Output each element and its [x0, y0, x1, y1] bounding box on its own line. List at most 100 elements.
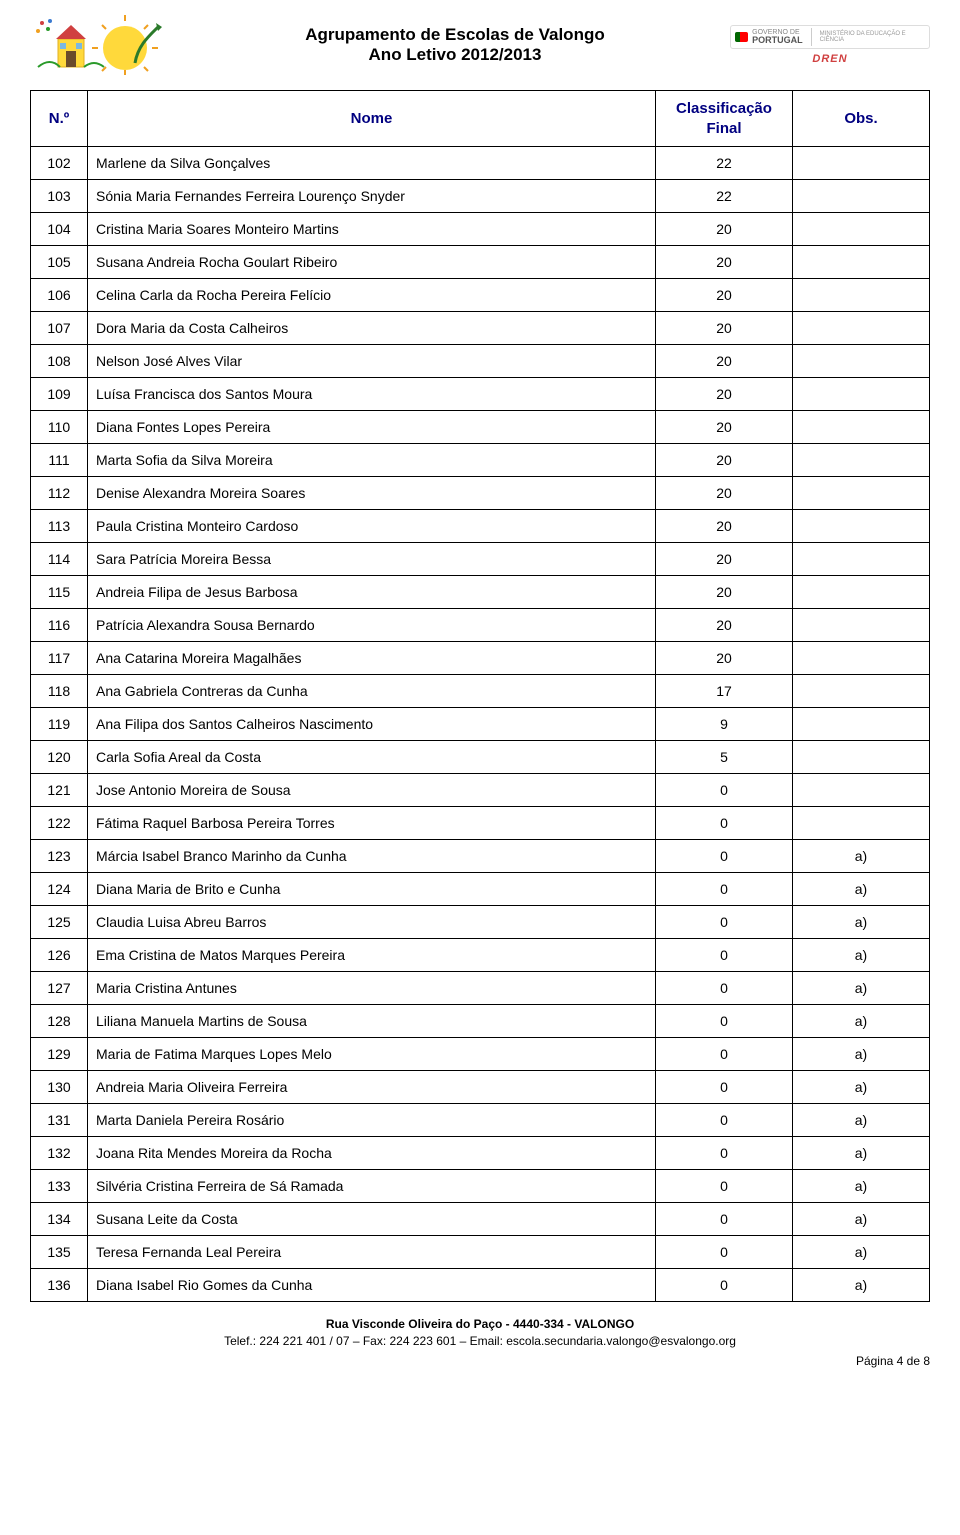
cell-score: 20: [656, 213, 793, 246]
cell-obs: [793, 708, 930, 741]
cell-nome: Liliana Manuela Martins de Sousa: [88, 1005, 656, 1038]
cell-obs: a): [793, 1071, 930, 1104]
cell-obs: [793, 345, 930, 378]
cell-score: 0: [656, 1071, 793, 1104]
cell-num: 136: [31, 1269, 88, 1302]
cell-obs: a): [793, 873, 930, 906]
cell-obs: [793, 807, 930, 840]
cell-obs: [793, 279, 930, 312]
cell-nome: Jose Antonio Moreira de Sousa: [88, 774, 656, 807]
table-row: 126Ema Cristina de Matos Marques Pereira…: [31, 939, 930, 972]
cell-nome: Ema Cristina de Matos Marques Pereira: [88, 939, 656, 972]
cell-nome: Cristina Maria Soares Monteiro Martins: [88, 213, 656, 246]
table-row: 121Jose Antonio Moreira de Sousa0: [31, 774, 930, 807]
cell-nome: Silvéria Cristina Ferreira de Sá Ramada: [88, 1170, 656, 1203]
cell-num: 111: [31, 444, 88, 477]
cell-obs: a): [793, 906, 930, 939]
cell-score: 0: [656, 1005, 793, 1038]
table-row: 125Claudia Luisa Abreu Barros0a): [31, 906, 930, 939]
table-row: 109Luísa Francisca dos Santos Moura20: [31, 378, 930, 411]
cell-score: 0: [656, 1038, 793, 1071]
government-logo-icon: GOVERNO DE PORTUGAL MINISTÉRIO DA EDUCAÇ…: [730, 18, 930, 73]
cell-nome: Ana Gabriela Contreras da Cunha: [88, 675, 656, 708]
table-row: 112Denise Alexandra Moreira Soares20: [31, 477, 930, 510]
cell-score: 22: [656, 180, 793, 213]
cell-score: 0: [656, 939, 793, 972]
cell-nome: Marta Sofia da Silva Moreira: [88, 444, 656, 477]
cell-num: 121: [31, 774, 88, 807]
cell-nome: Claudia Luisa Abreu Barros: [88, 906, 656, 939]
cell-score: 20: [656, 543, 793, 576]
cell-num: 106: [31, 279, 88, 312]
cell-obs: a): [793, 1203, 930, 1236]
flag-icon: [735, 32, 748, 42]
footer-contact: Telef.: 224 221 401 / 07 – Fax: 224 223 …: [30, 1333, 930, 1350]
cell-nome: Diana Maria de Brito e Cunha: [88, 873, 656, 906]
cell-nome: Márcia Isabel Branco Marinho da Cunha: [88, 840, 656, 873]
cell-nome: Carla Sofia Areal da Costa: [88, 741, 656, 774]
table-row: 115Andreia Filipa de Jesus Barbosa20: [31, 576, 930, 609]
footer-address: Rua Visconde Oliveira do Paço - 4440-334…: [30, 1316, 930, 1333]
cell-nome: Ana Filipa dos Santos Calheiros Nascimen…: [88, 708, 656, 741]
cell-score: 20: [656, 477, 793, 510]
cell-nome: Sónia Maria Fernandes Ferreira Lourenço …: [88, 180, 656, 213]
cell-nome: Fátima Raquel Barbosa Pereira Torres: [88, 807, 656, 840]
cell-score: 0: [656, 1203, 793, 1236]
cell-num: 108: [31, 345, 88, 378]
table-row: 127Maria Cristina Antunes0a): [31, 972, 930, 1005]
cell-nome: Maria Cristina Antunes: [88, 972, 656, 1005]
table-row: 120Carla Sofia Areal da Costa5: [31, 741, 930, 774]
cell-obs: [793, 576, 930, 609]
table-row: 135Teresa Fernanda Leal Pereira0a): [31, 1236, 930, 1269]
cell-num: 126: [31, 939, 88, 972]
table-row: 122Fátima Raquel Barbosa Pereira Torres0: [31, 807, 930, 840]
cell-num: 116: [31, 609, 88, 642]
col-header-score: Classificação Final: [656, 91, 793, 147]
govt-label-main: PORTUGAL: [752, 36, 803, 45]
results-table: N.º Nome Classificação Final Obs. 102Mar…: [30, 90, 930, 1302]
table-row: 107Dora Maria da Costa Calheiros20: [31, 312, 930, 345]
cell-num: 129: [31, 1038, 88, 1071]
cell-nome: Susana Leite da Costa: [88, 1203, 656, 1236]
cell-nome: Marta Daniela Pereira Rosário: [88, 1104, 656, 1137]
cell-score: 0: [656, 807, 793, 840]
table-row: 111Marta Sofia da Silva Moreira20: [31, 444, 930, 477]
table-row: 129Maria de Fatima Marques Lopes Melo0a): [31, 1038, 930, 1071]
table-row: 136Diana Isabel Rio Gomes da Cunha0a): [31, 1269, 930, 1302]
cell-num: 125: [31, 906, 88, 939]
page-header: Agrupamento de Escolas de Valongo Ano Le…: [30, 10, 930, 80]
cell-score: 20: [656, 642, 793, 675]
cell-obs: a): [793, 1038, 930, 1071]
cell-num: 130: [31, 1071, 88, 1104]
col-header-score-l2: Final: [706, 120, 741, 137]
cell-obs: [793, 444, 930, 477]
table-row: 123Márcia Isabel Branco Marinho da Cunha…: [31, 840, 930, 873]
table-header-row: N.º Nome Classificação Final Obs.: [31, 91, 930, 147]
cell-num: 103: [31, 180, 88, 213]
cell-nome: Andreia Filipa de Jesus Barbosa: [88, 576, 656, 609]
cell-nome: Joana Rita Mendes Moreira da Rocha: [88, 1137, 656, 1170]
cell-score: 0: [656, 1104, 793, 1137]
cell-obs: [793, 147, 930, 180]
cell-score: 20: [656, 378, 793, 411]
page-number: Página 4 de 8: [30, 1354, 930, 1368]
cell-score: 0: [656, 972, 793, 1005]
cell-nome: Paula Cristina Monteiro Cardoso: [88, 510, 656, 543]
cell-obs: a): [793, 972, 930, 1005]
cell-num: 112: [31, 477, 88, 510]
document-page: Agrupamento de Escolas de Valongo Ano Le…: [0, 0, 960, 1388]
table-row: 114Sara Patrícia Moreira Bessa20: [31, 543, 930, 576]
cell-num: 135: [31, 1236, 88, 1269]
cell-nome: Dora Maria da Costa Calheiros: [88, 312, 656, 345]
cell-score: 0: [656, 1137, 793, 1170]
cell-num: 118: [31, 675, 88, 708]
cell-num: 132: [31, 1137, 88, 1170]
cell-obs: a): [793, 1005, 930, 1038]
cell-nome: Susana Andreia Rocha Goulart Ribeiro: [88, 246, 656, 279]
cell-num: 115: [31, 576, 88, 609]
table-row: 128Liliana Manuela Martins de Sousa0a): [31, 1005, 930, 1038]
cell-nome: Celina Carla da Rocha Pereira Felício: [88, 279, 656, 312]
cell-num: 107: [31, 312, 88, 345]
cell-nome: Diana Isabel Rio Gomes da Cunha: [88, 1269, 656, 1302]
cell-obs: [793, 609, 930, 642]
